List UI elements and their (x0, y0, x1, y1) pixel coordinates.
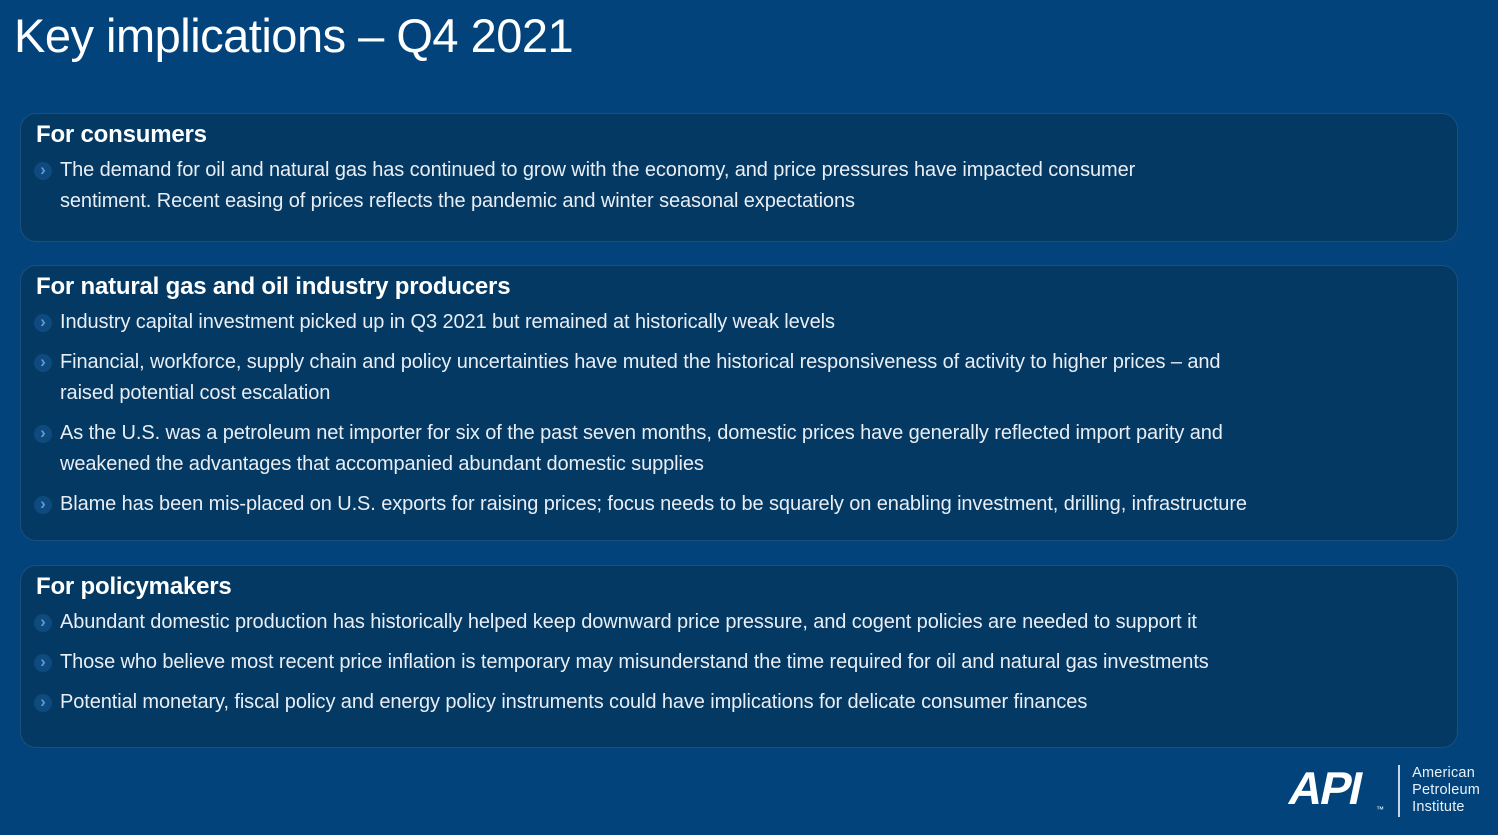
bullet-text: Abundant domestic production has histori… (60, 611, 1197, 633)
chevron-circle-icon: › (34, 494, 52, 514)
section-policymakers: For policymakers › Abundant domestic pro… (20, 565, 1458, 748)
chevron-glyph: › (40, 692, 46, 711)
section-producers-heading: For natural gas and oil industry produce… (36, 273, 511, 300)
bullet-item: › Potential monetary, fiscal policy and … (34, 687, 1441, 718)
bullet-text: Financial, workforce, supply chain and p… (60, 351, 1221, 404)
bullet-item: › Abundant domestic production has histo… (34, 607, 1441, 638)
bullet-item: › Financial, workforce, supply chain and… (34, 347, 1441, 409)
bullet-text: Those who believe most recent price infl… (60, 651, 1209, 673)
chevron-glyph: › (40, 612, 46, 631)
chevron-circle-icon: › (34, 652, 52, 672)
chevron-circle-icon: › (34, 423, 52, 443)
bullet-item: › Those who believe most recent price in… (34, 647, 1441, 678)
bullet-text: Industry capital investment picked up in… (60, 311, 835, 333)
chevron-circle-icon: › (34, 612, 52, 632)
chevron-circle-icon: › (34, 312, 52, 332)
policymakers-bullet-list: › Abundant domestic production has histo… (34, 607, 1441, 718)
org-name: American Petroleum Institute (1412, 765, 1480, 816)
chevron-glyph: › (40, 160, 46, 179)
api-logo-icon: API ™ (1278, 760, 1388, 821)
section-consumers: For consumers › The demand for oil and n… (20, 113, 1458, 242)
chevron-glyph: › (40, 312, 46, 331)
org-name-line: American (1412, 765, 1475, 781)
bullet-text: Blame has been mis-placed on U.S. export… (60, 493, 1247, 515)
chevron-circle-icon: › (34, 352, 52, 372)
consumers-bullet-list: › The demand for oil and natural gas has… (34, 155, 1441, 217)
api-logo-tm: ™ (1376, 805, 1384, 814)
footer-logo-block: API ™ American Petroleum Institute (1278, 760, 1480, 821)
api-logo-text: API (1285, 762, 1367, 813)
producers-bullet-list: › Industry capital investment picked up … (34, 307, 1441, 520)
org-name-line: Institute (1412, 799, 1465, 815)
section-producers: For natural gas and oil industry produce… (20, 265, 1458, 541)
chevron-glyph: › (40, 494, 46, 513)
bullet-item: › Blame has been mis-placed on U.S. expo… (34, 489, 1441, 520)
chevron-glyph: › (40, 352, 46, 371)
bullet-text: Potential monetary, fiscal policy and en… (60, 691, 1088, 713)
chevron-glyph: › (40, 423, 46, 442)
chevron-glyph: › (40, 652, 46, 671)
section-consumers-heading: For consumers (36, 121, 207, 148)
logo-divider (1398, 764, 1401, 817)
page-title: Key implications – Q4 2021 (14, 9, 574, 62)
bullet-item: › As the U.S. was a petroleum net import… (34, 418, 1441, 480)
bullet-text: As the U.S. was a petroleum net importer… (60, 422, 1223, 475)
bullet-item: › The demand for oil and natural gas has… (34, 155, 1441, 217)
bullet-item: › Industry capital investment picked up … (34, 307, 1441, 338)
section-policymakers-heading: For policymakers (36, 573, 232, 600)
chevron-circle-icon: › (34, 692, 52, 712)
bullet-text: The demand for oil and natural gas has c… (60, 159, 1136, 212)
org-name-line: Petroleum (1412, 782, 1480, 798)
chevron-circle-icon: › (34, 160, 52, 180)
